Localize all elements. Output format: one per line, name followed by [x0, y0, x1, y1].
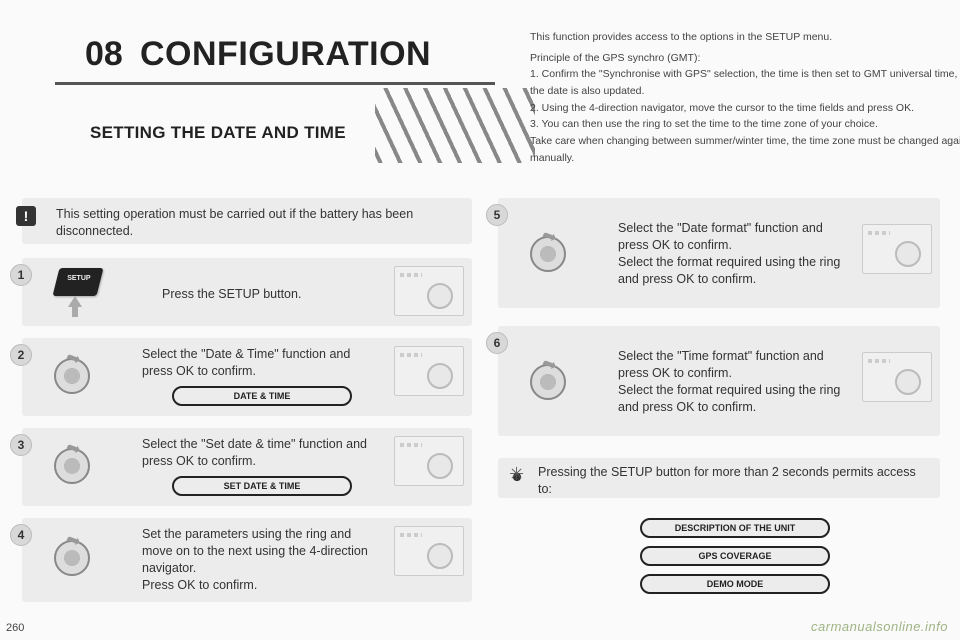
tip-text: Pressing the SETUP button for more than … — [538, 464, 928, 498]
step-6-text-b: Select the format required using the rin… — [618, 383, 840, 414]
step-number: 1 — [10, 264, 32, 286]
step-6-panel: 6 ➦ Select the "Time format" function an… — [498, 326, 940, 436]
setup-button-icon — [53, 268, 104, 296]
step-6-text: Select the "Time format" function and pr… — [618, 348, 848, 416]
step-1-text: Press the SETUP button. — [162, 286, 372, 303]
pill-set-date-time: SET DATE & TIME — [172, 476, 352, 496]
principle-line: Take care when changing between summer/w… — [530, 134, 960, 149]
page-title: CONFIGURATION — [140, 35, 431, 74]
principle-line: 1. Confirm the "Synchronise with GPS" se… — [530, 67, 960, 82]
step-5-text: Select the "Date format" function and pr… — [618, 220, 848, 288]
console-thumbnail — [394, 266, 464, 316]
console-thumbnail — [394, 436, 464, 486]
principle-line: 2. Using the 4-direction navigator, move… — [530, 101, 960, 116]
console-thumbnail — [394, 526, 464, 576]
step-number: 3 — [10, 434, 32, 456]
pill-description: DESCRIPTION OF THE UNIT — [640, 518, 830, 538]
step-3-text: Select the "Set date & time" function an… — [142, 436, 382, 470]
principle-title: Principle of the GPS synchro (GMT): — [530, 51, 960, 66]
manual-page: 08 CONFIGURATION SETTING THE DATE AND TI… — [0, 0, 960, 640]
rotary-knob-icon: ➦ — [526, 230, 571, 275]
rotary-knob-icon: ➦ — [526, 358, 571, 403]
step-5-text-a: Select the "Date format" function and pr… — [618, 221, 823, 252]
divider — [55, 82, 495, 85]
step-5-panel: 5 ➦ Select the "Date format" function an… — [498, 198, 940, 308]
step-2-panel: 2 ➦ Select the "Date & Time" function an… — [22, 338, 472, 416]
step-number: 4 — [10, 524, 32, 546]
header: 08 CONFIGURATION SETTING THE DATE AND TI… — [55, 30, 940, 190]
step-1-panel: 1 Press the SETUP button. — [22, 258, 472, 326]
console-thumbnail — [394, 346, 464, 396]
section-number: 08 — [85, 35, 123, 74]
console-thumbnail — [862, 224, 932, 274]
arrow-up-icon — [68, 296, 82, 307]
page-number: 260 — [6, 622, 24, 634]
step-number: 5 — [486, 204, 508, 226]
pill-date-time: DATE & TIME — [172, 386, 352, 406]
page-subtitle: SETTING THE DATE AND TIME — [90, 123, 346, 143]
step-4-text: Set the parameters using the ring and mo… — [142, 526, 382, 594]
rotary-knob-icon: ➦ — [50, 442, 95, 487]
warning-panel: ! This setting operation must be carried… — [22, 198, 472, 244]
exclamation-icon: ! — [16, 206, 36, 226]
principle-line: manually. — [530, 151, 960, 166]
step-5-text-b: Select the format required using the rin… — [618, 255, 840, 286]
step-4-text-a: Set the parameters using the ring and mo… — [142, 527, 368, 575]
warning-text: This setting operation must be carried o… — [56, 206, 456, 240]
pill-demo-mode: DEMO MODE — [640, 574, 830, 594]
console-thumbnail — [862, 352, 932, 402]
info-paragraph: This function provides access to the opt… — [530, 30, 960, 168]
step-2-text: Select the "Date & Time" function and pr… — [142, 346, 382, 380]
diagonal-stripes-graphic — [375, 88, 535, 163]
principle-line: the date is also updated. — [530, 84, 960, 99]
step-4-panel: 4 ➦ Set the parameters using the ring an… — [22, 518, 472, 602]
principle-line: 3. You can then use the ring to set the … — [530, 117, 960, 132]
tip-panel: Pressing the SETUP button for more than … — [498, 458, 940, 498]
info-intro: This function provides access to the opt… — [530, 30, 960, 45]
step-number: 2 — [10, 344, 32, 366]
watermark: carmanualsonline.info — [811, 619, 948, 634]
tip-icon — [508, 468, 526, 486]
step-4-text-b: Press OK to confirm. — [142, 578, 257, 592]
rotary-knob-icon: ➦ — [50, 534, 95, 579]
step-number: 6 — [486, 332, 508, 354]
rotary-knob-icon: ➦ — [50, 352, 95, 397]
pill-gps-coverage: GPS COVERAGE — [640, 546, 830, 566]
step-3-panel: 3 ➦ Select the "Set date & time" functio… — [22, 428, 472, 506]
step-6-text-a: Select the "Time format" function and pr… — [618, 349, 824, 380]
